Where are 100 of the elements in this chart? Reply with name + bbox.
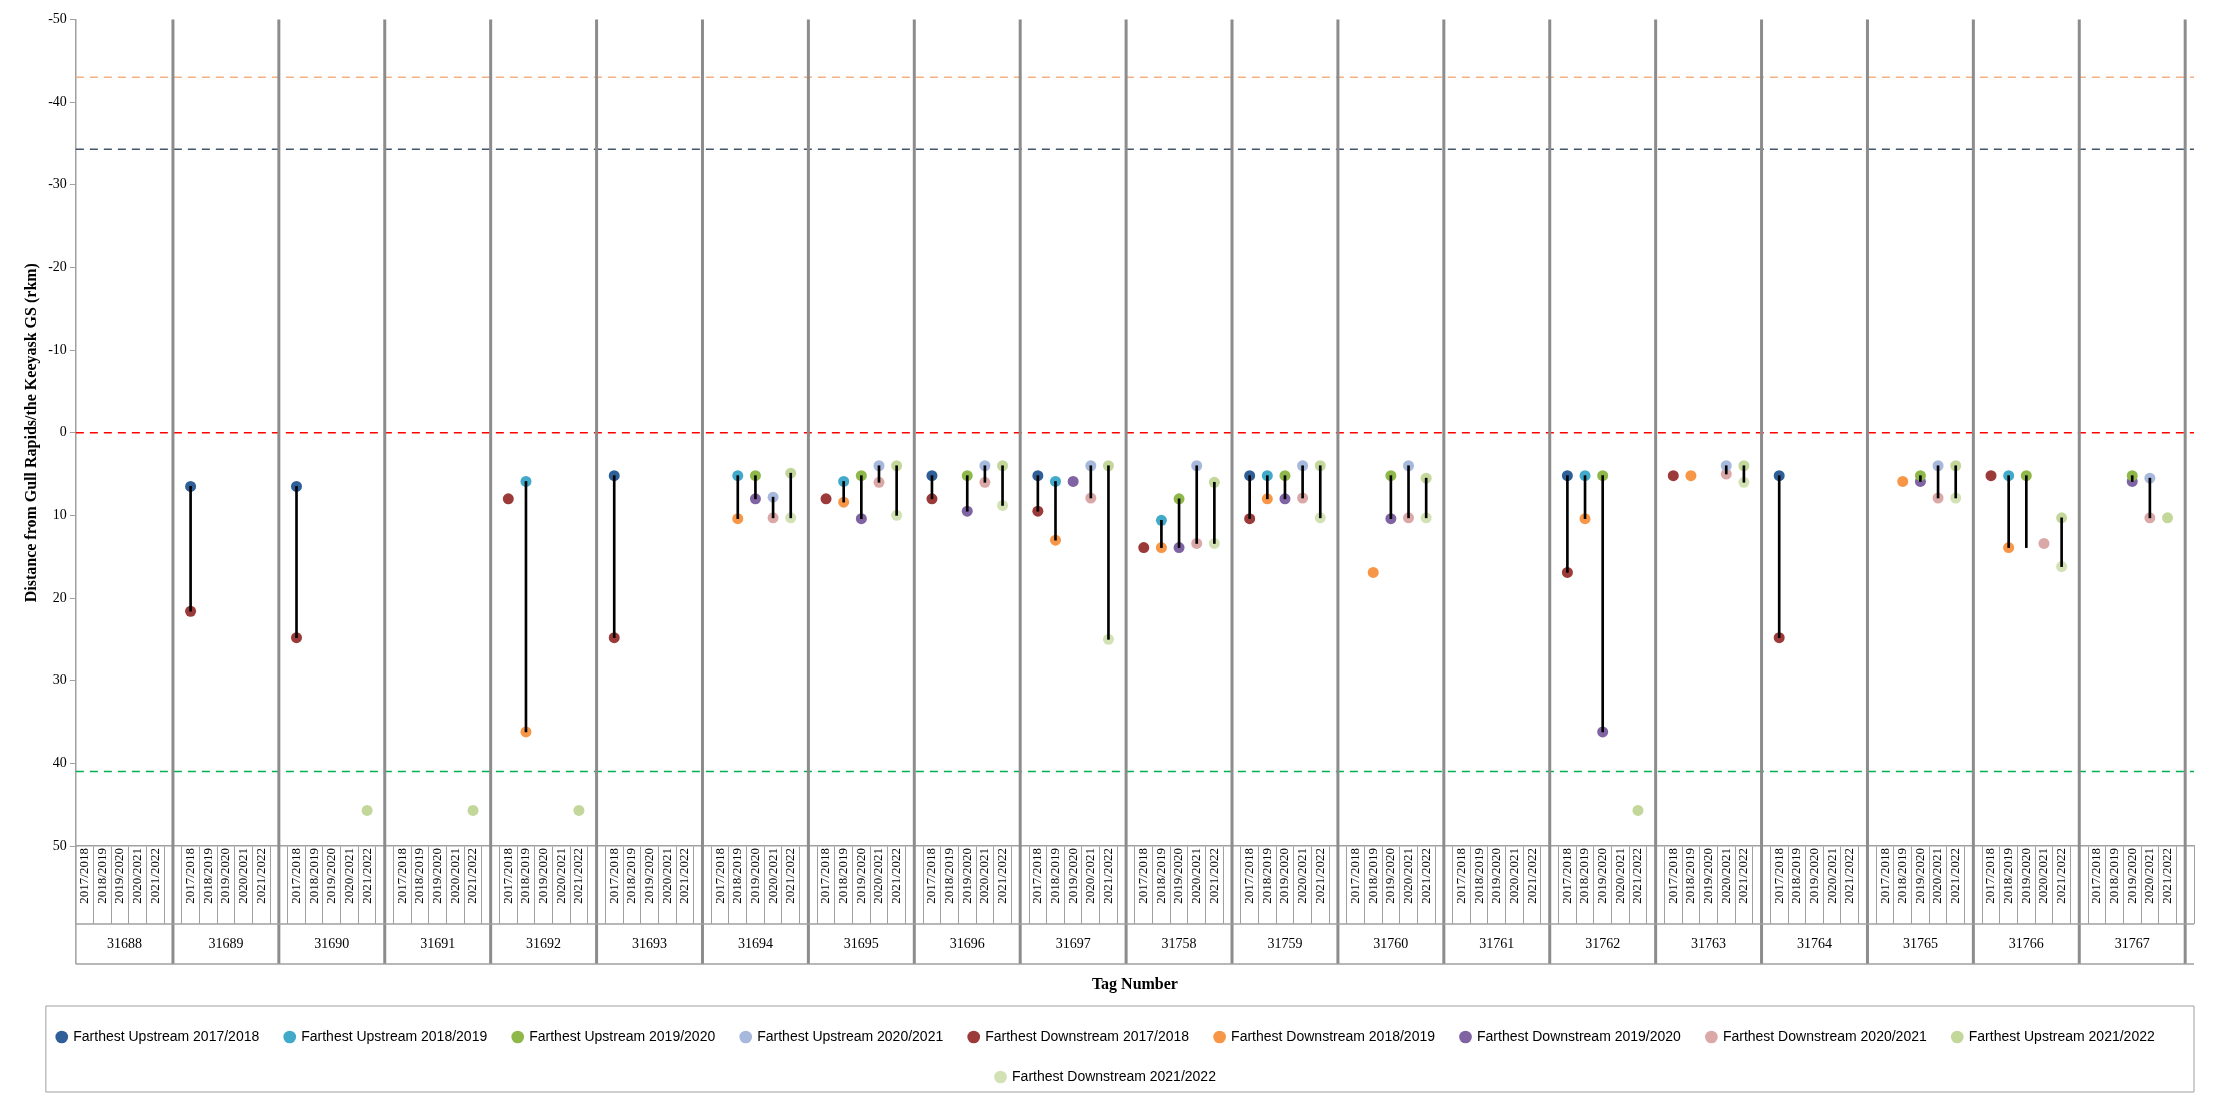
x-tick-label: 2018/2019 — [411, 848, 427, 904]
x-tick-label: 2017/2018 — [1558, 848, 1574, 904]
x-tick-label: 2017/2018 — [1452, 848, 1468, 904]
x-tick-label: 2021/2022 — [1629, 848, 1645, 904]
x-tick-label: 2018/2019 — [1470, 848, 1486, 904]
x-tick-label: 2017/2018 — [923, 848, 939, 904]
text: 31690 — [314, 935, 350, 951]
x-tick-label: 2017/2018 — [2088, 848, 2104, 904]
x-tick-label: 2020/2021 — [1294, 848, 1310, 904]
x-tick-label: 2021/2022 — [1311, 848, 1327, 904]
x-tick-label: 2019/2020 — [746, 848, 762, 904]
y-tick-label: 20 — [52, 589, 67, 605]
y-tick-label: 40 — [52, 755, 67, 771]
y-tick-label: -10 — [48, 341, 67, 357]
legend-label: Farthest Upstream 2019/2020 — [529, 1027, 716, 1044]
x-tick-label: 2020/2021 — [870, 848, 886, 904]
x-tick-label: 2019/2020 — [852, 848, 868, 904]
x-tick-label: 2019/2020 — [1488, 848, 1504, 904]
text: 31766 — [2008, 935, 2044, 951]
legend-label: Farthest Downstream 2019/2020 — [1476, 1027, 1682, 1044]
x-tick-label: 2017/2018 — [1664, 848, 1680, 904]
x-tick-label: 2017/2018 — [1029, 848, 1045, 904]
x-tick-label: 2017/2018 — [1982, 848, 1998, 904]
text: 31689 — [208, 935, 244, 951]
x-tick-label: 2019/2020 — [1064, 848, 1080, 904]
x-tick-label: 2020/2021 — [2141, 848, 2157, 904]
x-tick-label: 2021/2022 — [252, 848, 268, 904]
x-tick-label: 2018/2019 — [2105, 848, 2121, 904]
x-tick-label: 2019/2020 — [2123, 848, 2139, 904]
x-tick-label: 2017/2018 — [605, 848, 621, 904]
x-tick-label: 2018/2019 — [1576, 848, 1592, 904]
x-tick-label: 2019/2020 — [1382, 848, 1398, 904]
legend-label: Farthest Upstream 2020/2021 — [757, 1027, 944, 1044]
x-tick-label: 2018/2019 — [305, 848, 321, 904]
text: 31759 — [1267, 935, 1303, 951]
x-tick-label: 2020/2021 — [1611, 848, 1627, 904]
x-tick-label: 2018/2019 — [199, 848, 215, 904]
legend-label: Farthest Downstream 2017/2018 — [985, 1027, 1190, 1044]
legend-label: Farthest Downstream 2020/2021 — [1722, 1027, 1927, 1044]
x-tick-label: 2017/2018 — [817, 848, 833, 904]
x-tick-label: 2021/2022 — [146, 848, 162, 904]
x-tick-label: 2019/2020 — [1700, 848, 1716, 904]
x-tick-label: 2018/2019 — [93, 848, 109, 904]
x-tick-label: 2020/2021 — [340, 848, 356, 904]
x-axis-title: Tag Number — [1091, 974, 1178, 993]
x-tick-label: 2021/2022 — [570, 848, 586, 904]
y-tick-label: 50 — [52, 837, 67, 853]
x-tick-label: 2019/2020 — [1911, 848, 1927, 904]
x-tick-label: 2021/2022 — [1205, 848, 1221, 904]
x-tick-label: 2019/2020 — [640, 848, 656, 904]
x-tick-label: 2017/2018 — [711, 848, 727, 904]
x-tick-label: 2019/2020 — [1594, 848, 1610, 904]
x-tick-label: 2021/2022 — [1523, 848, 1539, 904]
x-tick-label: 2018/2019 — [2000, 848, 2016, 904]
text: 31764 — [1797, 935, 1832, 951]
x-tick-label: 2021/2022 — [1417, 848, 1433, 904]
text: 31695 — [843, 935, 879, 951]
text: 31697 — [1055, 935, 1091, 951]
x-tick-label: 2020/2021 — [129, 848, 145, 904]
y-tick-label: 10 — [52, 507, 67, 523]
text: 31693 — [632, 935, 668, 951]
legend-label: Farthest Downstream 2018/2019 — [1231, 1027, 1436, 1044]
x-tick-label: 2017/2018 — [499, 848, 515, 904]
x-tick-label: 2019/2020 — [217, 848, 233, 904]
x-tick-label: 2018/2019 — [1046, 848, 1062, 904]
x-tick-label: 2021/2022 — [676, 848, 692, 904]
legend-label: Farthest Downstream 2021/2022 — [1012, 1067, 1217, 1084]
x-tick-label: 2021/2022 — [1841, 848, 1857, 904]
x-tick-label: 2021/2022 — [993, 848, 1009, 904]
x-tick-label: 2020/2021 — [1505, 848, 1521, 904]
x-tick-label: 2019/2020 — [323, 848, 339, 904]
legend-label: Farthest Upstream 2021/2022 — [1968, 1027, 2155, 1044]
x-tick-label: 2017/2018 — [1346, 848, 1362, 904]
y-tick-label: 30 — [52, 672, 67, 688]
x-tick-label: 2021/2022 — [782, 848, 798, 904]
x-tick-label: 2020/2021 — [446, 848, 462, 904]
text: 31692 — [526, 935, 562, 951]
x-tick-label: 2019/2020 — [1276, 848, 1292, 904]
x-tick-label: 2018/2019 — [1152, 848, 1168, 904]
x-tick-label: 2020/2021 — [1929, 848, 1945, 904]
x-tick-label: 2019/2020 — [958, 848, 974, 904]
text: 31765 — [1902, 935, 1938, 951]
x-tick-label: 2021/2022 — [1735, 848, 1751, 904]
x-tick-label: 2021/2022 — [1099, 848, 1115, 904]
x-tick-label: 2018/2019 — [1894, 848, 1910, 904]
x-tick-label: 2021/2022 — [358, 848, 374, 904]
x-tick-label: 2018/2019 — [1788, 848, 1804, 904]
text: 31762 — [1585, 935, 1621, 951]
x-tick-label: 2018/2019 — [1682, 848, 1698, 904]
x-tick-label: 2018/2019 — [941, 848, 957, 904]
x-tick-label: 2018/2019 — [835, 848, 851, 904]
legend-label: Farthest Upstream 2017/2018 — [73, 1027, 260, 1044]
x-tick-label: 2020/2021 — [1082, 848, 1098, 904]
x-tick-label: 2021/2022 — [2053, 848, 2069, 904]
x-tick-label: 2021/2022 — [888, 848, 904, 904]
y-tick-label: -30 — [48, 176, 67, 192]
text: 31688 — [106, 935, 142, 951]
x-tick-label: 2021/2022 — [1947, 848, 1963, 904]
x-tick-label: 2017/2018 — [182, 848, 198, 904]
y-tick-label: 0 — [59, 424, 67, 440]
